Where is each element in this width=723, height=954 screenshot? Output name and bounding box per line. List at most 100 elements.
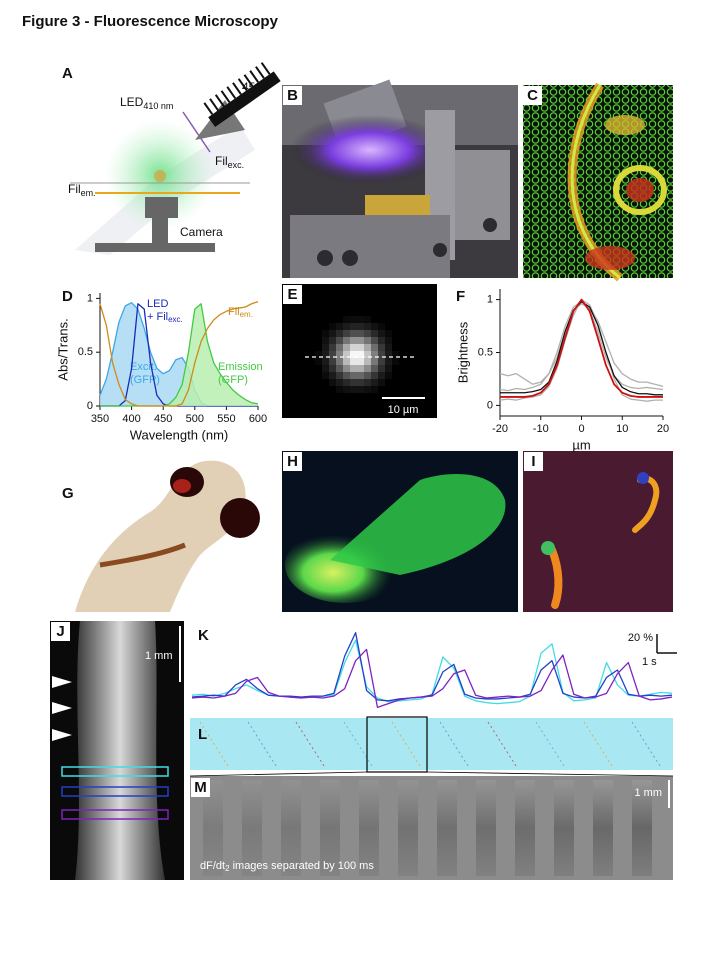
pixel	[350, 351, 357, 358]
line	[99, 300, 259, 407]
pixel	[364, 358, 371, 365]
x-tick-label: -10	[533, 423, 549, 435]
frame	[242, 780, 262, 876]
pixel	[336, 372, 343, 379]
y-tick-label: 0	[87, 400, 93, 412]
pixel	[343, 316, 350, 323]
pixel	[371, 330, 378, 337]
letter-box	[191, 778, 210, 797]
pixel	[350, 344, 357, 351]
pixel	[385, 365, 392, 372]
angle-label: 45°	[242, 80, 260, 94]
panel-letter: L	[198, 726, 207, 743]
pixel	[371, 351, 378, 358]
streak	[535, 721, 565, 767]
pixel	[322, 358, 329, 365]
scale-bars: 20 % 1 s	[628, 632, 677, 668]
kymograph	[190, 718, 673, 770]
scale-label: 10 µm	[388, 404, 419, 416]
pixel	[315, 358, 322, 365]
pixel	[350, 365, 357, 372]
pixel	[357, 379, 364, 386]
pixel	[385, 344, 392, 351]
pixel	[371, 337, 378, 344]
frame	[281, 780, 301, 876]
fil-em-sub: em.	[81, 188, 96, 198]
pixel	[371, 344, 378, 351]
fil-em-label: Filem.	[68, 182, 96, 198]
pixel	[329, 351, 336, 358]
pixel	[357, 337, 364, 344]
pixel	[357, 386, 364, 393]
streak	[391, 721, 421, 767]
frame	[593, 780, 613, 876]
y-tick-label: 0.5	[478, 346, 493, 358]
pixel	[364, 351, 371, 358]
pixel	[357, 344, 364, 351]
pixel	[336, 379, 343, 386]
streak	[487, 721, 517, 767]
photo-setup	[282, 79, 518, 278]
pixel	[329, 323, 336, 330]
pixel	[336, 386, 343, 393]
led-label: LED410 nm	[120, 95, 173, 111]
pixel	[357, 365, 364, 372]
y-tick-label: 1	[487, 293, 493, 305]
pixel	[322, 344, 329, 351]
line	[499, 298, 663, 402]
pixel	[378, 337, 385, 344]
panel-letter: B	[287, 87, 298, 104]
pixel	[357, 351, 364, 358]
caption: dF/dt2 images separated by 100 ms	[200, 860, 374, 873]
pixel	[336, 344, 343, 351]
zoom-lines	[189, 771, 674, 777]
camera-label: Camera	[180, 225, 223, 239]
pixel	[371, 379, 378, 386]
caption-sub: 2	[225, 864, 230, 873]
line	[100, 303, 259, 407]
pixel	[378, 358, 385, 365]
led-sub: 410 nm	[143, 101, 173, 111]
line	[191, 648, 673, 708]
x-axis-label: Wavelength (nm)	[130, 427, 229, 442]
pixel	[329, 358, 336, 365]
y-tick-label: 0.5	[78, 346, 93, 358]
line	[500, 298, 663, 398]
scale-label: 1 mm	[145, 650, 173, 662]
pixel	[315, 351, 322, 358]
streak	[343, 721, 373, 767]
pixel	[343, 386, 350, 393]
x-tick-label: 350	[91, 413, 109, 425]
streak	[247, 721, 277, 767]
x-tick-label: 0	[578, 423, 584, 435]
streak	[583, 721, 613, 767]
pixel	[371, 358, 378, 365]
pixel	[343, 372, 350, 379]
pixel	[371, 365, 378, 372]
fil-exc-label: Filexc.	[215, 154, 244, 170]
frame	[554, 780, 574, 876]
led-text: LED	[120, 95, 144, 109]
area	[100, 303, 258, 406]
pixel	[350, 337, 357, 344]
letter-box	[283, 86, 302, 105]
bead-image: 10 µm	[282, 284, 437, 418]
line	[500, 301, 663, 396]
streak	[439, 721, 469, 767]
frame	[359, 780, 379, 876]
letter-box	[283, 452, 302, 471]
series-label: Emission (GFP)	[218, 361, 266, 386]
pixel	[329, 337, 336, 344]
frame	[437, 780, 457, 876]
photo-fluorescent-larva	[282, 451, 518, 612]
frame	[320, 780, 340, 876]
pixel	[364, 337, 371, 344]
line	[499, 301, 664, 392]
x-axis-label: µm	[572, 437, 590, 452]
panel-letter: F	[456, 288, 465, 305]
pixel	[350, 323, 357, 330]
camera	[145, 197, 178, 218]
pixel	[385, 358, 392, 365]
letter-box	[523, 86, 542, 105]
